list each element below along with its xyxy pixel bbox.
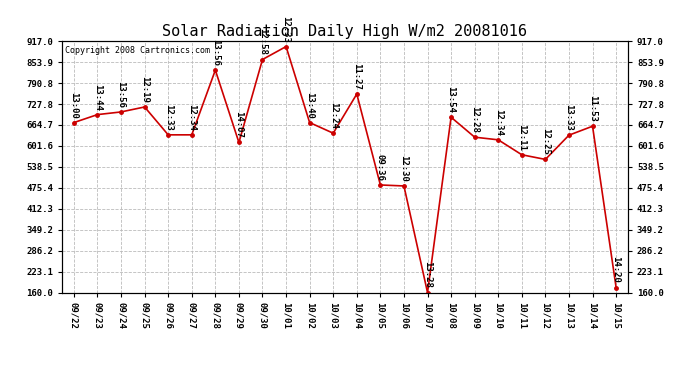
Text: 12:25: 12:25: [541, 128, 550, 155]
Text: 12:34: 12:34: [494, 109, 503, 136]
Text: 12:58: 12:58: [258, 28, 267, 56]
Text: 11:27: 11:27: [353, 63, 362, 90]
Text: 14:20: 14:20: [611, 256, 620, 284]
Text: 13:00: 13:00: [70, 92, 79, 118]
Text: 11:53: 11:53: [588, 95, 597, 122]
Text: 13:56: 13:56: [117, 81, 126, 108]
Text: 12:11: 12:11: [518, 124, 526, 151]
Text: 13:28: 13:28: [423, 261, 432, 288]
Text: 13:40: 13:40: [305, 92, 314, 118]
Text: 13:56: 13:56: [211, 39, 220, 66]
Text: 14:07: 14:07: [235, 111, 244, 138]
Title: Solar Radiation Daily High W/m2 20081016: Solar Radiation Daily High W/m2 20081016: [163, 24, 527, 39]
Text: 13:54: 13:54: [446, 86, 455, 113]
Text: 12:28: 12:28: [470, 106, 479, 133]
Text: 13:33: 13:33: [564, 104, 573, 131]
Text: 12:33: 12:33: [164, 104, 172, 130]
Text: 12:19: 12:19: [140, 76, 149, 103]
Text: 09:36: 09:36: [376, 154, 385, 181]
Text: 13:44: 13:44: [93, 84, 102, 110]
Text: 12:33: 12:33: [282, 15, 290, 42]
Text: 12:24: 12:24: [328, 102, 337, 129]
Text: 12:30: 12:30: [400, 155, 408, 182]
Text: 12:34: 12:34: [187, 104, 196, 130]
Text: Copyright 2008 Cartronics.com: Copyright 2008 Cartronics.com: [65, 46, 210, 55]
